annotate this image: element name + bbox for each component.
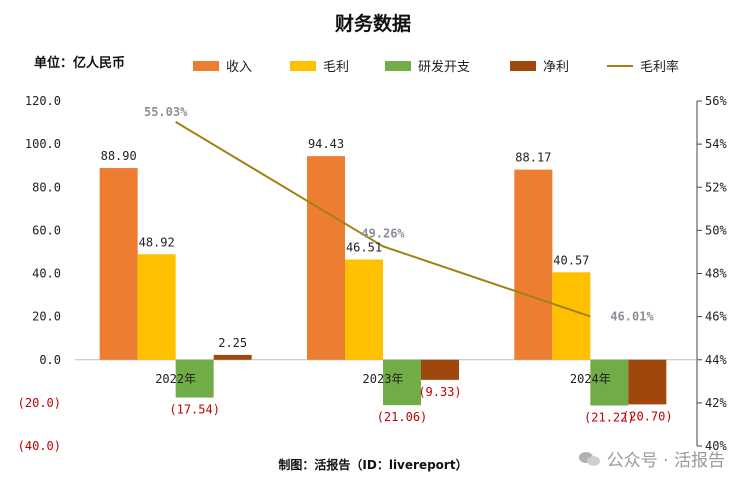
legend-label: 毛利率 bbox=[640, 59, 679, 75]
bar-value-label: 88.17 bbox=[515, 151, 551, 165]
bar-value-label: (20.70) bbox=[622, 409, 673, 423]
margin-point-label: 46.01% bbox=[610, 309, 654, 323]
left-tick-label: (20.0) bbox=[18, 396, 61, 410]
wechat-icon bbox=[578, 450, 601, 468]
bar-value-label: (9.33) bbox=[418, 385, 461, 399]
category-label: 2022年 bbox=[155, 372, 196, 386]
watermark-text: 公众号 · 活报告 bbox=[606, 451, 725, 471]
bar bbox=[307, 156, 345, 360]
left-tick-label: 120.0 bbox=[25, 94, 61, 108]
bar bbox=[421, 359, 459, 380]
margin-point-label: 55.03% bbox=[144, 105, 188, 119]
right-tick-label: 54% bbox=[705, 137, 727, 151]
left-tick-label: 60.0 bbox=[32, 223, 61, 237]
legend-swatch bbox=[290, 61, 316, 71]
legend-swatch bbox=[510, 61, 536, 71]
bars bbox=[99, 156, 667, 406]
margin-point-label: 49.26% bbox=[361, 226, 405, 240]
bar bbox=[383, 359, 421, 406]
margin-series-line bbox=[175, 121, 591, 318]
legend-label: 研发开支 bbox=[418, 59, 470, 75]
bar bbox=[213, 354, 252, 360]
legend-label: 净利 bbox=[543, 60, 569, 75]
left-tick-label: 20.0 bbox=[32, 310, 61, 324]
right-tick-label: 50% bbox=[705, 223, 727, 237]
bar bbox=[137, 254, 176, 360]
right-tick-label: 46% bbox=[705, 310, 727, 324]
category-label: 2023年 bbox=[363, 372, 404, 386]
bar-value-label: (21.22) bbox=[584, 411, 635, 425]
right-tick-label: 40% bbox=[705, 439, 727, 453]
left-tick-label: (40.0) bbox=[18, 439, 61, 453]
watermark: 公众号 · 活报告 bbox=[578, 446, 725, 471]
bar bbox=[99, 168, 138, 360]
bar-value-label: 46.51 bbox=[346, 240, 382, 254]
legend-swatch bbox=[193, 61, 219, 71]
left-tick-label: 100.0 bbox=[25, 137, 61, 151]
left-tick-label: 80.0 bbox=[32, 180, 61, 194]
category-label: 2024年 bbox=[570, 372, 611, 386]
right-tick-label: 56% bbox=[705, 94, 727, 108]
bar bbox=[590, 359, 629, 406]
legend: 收入 毛利 研发开支 净利 毛利率 bbox=[193, 59, 679, 75]
bar-value-label: 48.92 bbox=[139, 235, 175, 249]
legend-swatch bbox=[385, 61, 411, 71]
left-tick-label: 40.0 bbox=[32, 267, 61, 281]
bar bbox=[175, 359, 214, 398]
footer-credit: 制图：活报告（ID：livereport） bbox=[278, 457, 467, 472]
bar-value-label: 40.57 bbox=[553, 253, 589, 267]
left-tick-label: 0.0 bbox=[39, 353, 61, 367]
data-labels: 88.90 48.92 (17.54) 2.25 2022年 94.43 46.51 (21.… bbox=[101, 105, 673, 425]
bar bbox=[628, 359, 667, 405]
unit-label: 单位：亿人民币 bbox=[34, 55, 125, 71]
chart-title: 财务数据 bbox=[335, 12, 411, 35]
legend-label: 毛利 bbox=[323, 60, 349, 75]
bar-value-label: 94.43 bbox=[308, 137, 344, 151]
margin-line bbox=[175, 121, 591, 318]
legend-label: 收入 bbox=[226, 60, 252, 75]
bar-value-label: 88.90 bbox=[101, 149, 137, 163]
right-tick-label: 44% bbox=[705, 353, 727, 367]
right-tick-label: 42% bbox=[705, 396, 727, 410]
bar bbox=[345, 259, 383, 360]
bar bbox=[514, 169, 553, 360]
right-tick-label: 52% bbox=[705, 180, 727, 194]
bar bbox=[552, 272, 591, 360]
axes: 120.0 100.0 80.0 60.0 40.0 20.0 0.0 (20.0) (40.0… bbox=[18, 94, 728, 453]
bar-value-label: (17.54) bbox=[169, 403, 220, 417]
bar-value-label: (21.06) bbox=[377, 410, 428, 424]
bar-value-label: 2.25 bbox=[218, 336, 247, 350]
right-tick-label: 48% bbox=[705, 267, 727, 281]
